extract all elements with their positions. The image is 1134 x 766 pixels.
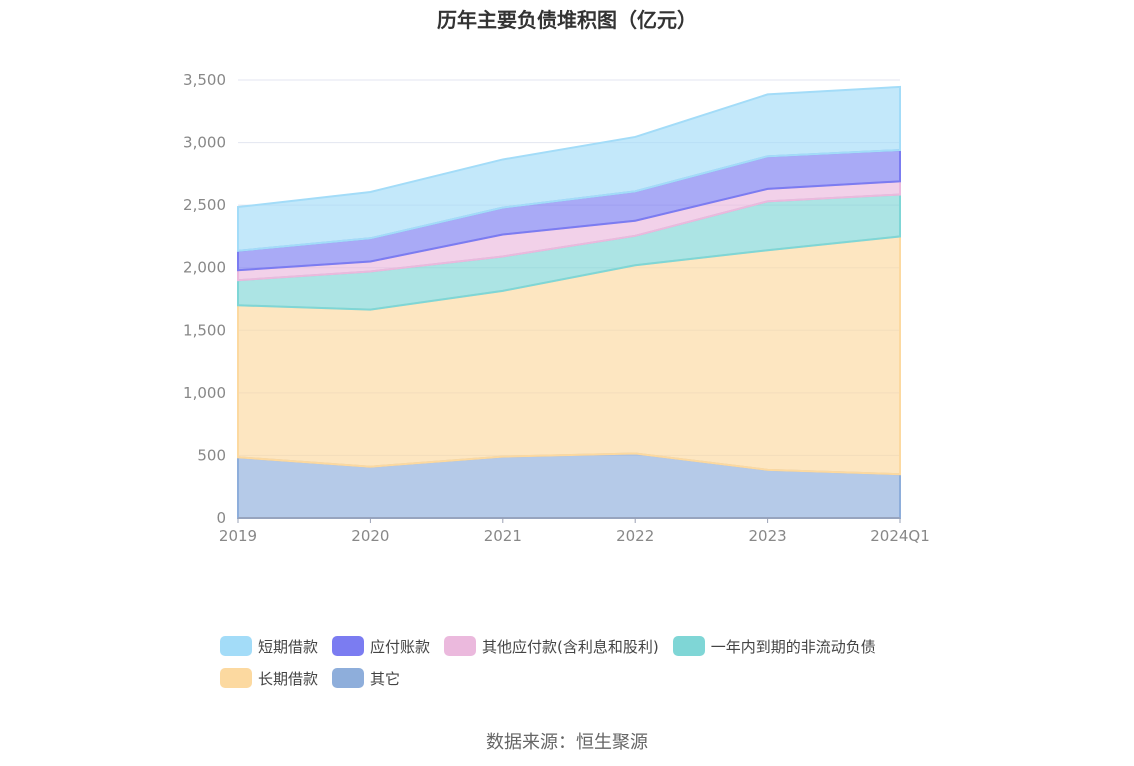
legend-label: 长期借款 (258, 669, 319, 688)
legend-label: 一年内到期的非流动负债 (710, 637, 876, 656)
legend-swatch-short-term-loans (220, 636, 252, 656)
x-tick-label: 2022 (616, 527, 654, 545)
legend-label: 应付账款 (370, 637, 431, 656)
x-tick-label: 2020 (351, 527, 389, 545)
y-tick-label: 3,500 (183, 71, 226, 89)
legend-item-current-noncurrent-liabilities[interactable]: 一年内到期的非流动负债 (672, 636, 876, 657)
legend-label: 其它 (370, 669, 401, 688)
data-source: 数据来源：恒生聚源 (486, 732, 648, 753)
y-tick-label: 500 (197, 446, 226, 464)
x-tick-label: 2019 (219, 527, 257, 545)
legend-item-short-term-loans[interactable]: 短期借款 (220, 636, 318, 657)
y-tick-label: 1,500 (183, 321, 226, 339)
chart-title: 历年主要负债堆积图（亿元） (437, 8, 697, 32)
y-tick-label: 2,000 (183, 259, 226, 277)
legend-item-accounts-payable[interactable]: 应付账款 (332, 636, 430, 657)
legend-swatch-current-noncurrent-liabilities (672, 636, 705, 656)
legend-label: 短期借款 (258, 637, 319, 656)
y-tick-label: 2,500 (183, 196, 226, 214)
y-tick-label: 3,000 (183, 134, 226, 152)
y-tick-label: 1,000 (183, 384, 226, 402)
legend-row-2: 长期借款 其它 (220, 662, 940, 694)
x-tick-label: 2021 (484, 527, 522, 545)
legend-swatch-others (332, 668, 365, 688)
x-tick-label: 2024Q1 (870, 527, 930, 545)
legend-swatch-accounts-payable (332, 636, 365, 656)
legend: 短期借款 应付账款 其他应付款(含利息和股利) 一年内到期的非流动负债 长期借款… (220, 630, 940, 694)
legend-label: 其他应付款(含利息和股利) (482, 637, 659, 656)
legend-item-long-term-loans[interactable]: 长期借款 (220, 668, 318, 689)
y-tick-label: 0 (216, 509, 226, 527)
legend-item-other-payables[interactable]: 其他应付款(含利息和股利) (444, 636, 659, 657)
legend-swatch-other-payables (444, 636, 477, 656)
x-tick-label: 2023 (749, 527, 787, 545)
legend-item-others[interactable]: 其它 (332, 668, 400, 689)
legend-row-1: 短期借款 应付账款 其他应付款(含利息和股利) 一年内到期的非流动负债 (220, 630, 940, 662)
legend-swatch-long-term-loans (220, 668, 252, 688)
area-series-短期借款 (237, 85, 901, 252)
